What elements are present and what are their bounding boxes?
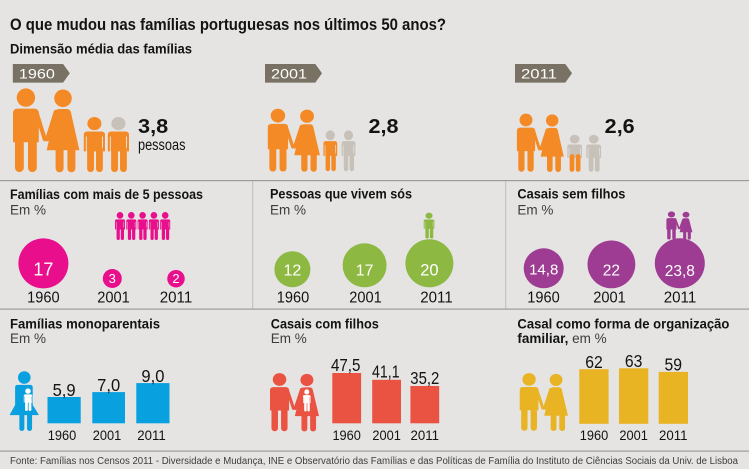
svg-text:Famílias com mais de 5 pessoas: Famílias com mais de 5 pessoas: [10, 187, 203, 202]
svg-text:14,8: 14,8: [529, 262, 558, 279]
svg-text:1960: 1960: [332, 427, 361, 443]
svg-text:2001: 2001: [97, 289, 130, 306]
svg-text:Em %: Em %: [270, 202, 306, 217]
svg-text:2011: 2011: [659, 427, 688, 443]
svg-text:2011: 2011: [664, 289, 697, 306]
svg-text:2: 2: [172, 271, 179, 286]
svg-text:Fonte: Famílias nos Censos 201: Fonte: Famílias nos Censos 2011 - Divers…: [10, 456, 739, 467]
svg-text:Em %: Em %: [517, 202, 553, 217]
svg-text:1960: 1960: [527, 289, 560, 306]
svg-text:41,1: 41,1: [372, 362, 400, 382]
svg-text:2011: 2011: [137, 427, 166, 443]
svg-text:2011: 2011: [160, 289, 193, 306]
svg-text:2011: 2011: [521, 66, 557, 82]
svg-text:2001: 2001: [271, 66, 307, 82]
svg-text:62: 62: [585, 352, 603, 372]
svg-text:Famílias monoparentais: Famílias monoparentais: [10, 317, 160, 332]
svg-text:5,9: 5,9: [53, 380, 76, 400]
svg-text:Casais com filhos: Casais com filhos: [271, 317, 379, 332]
svg-text:1960: 1960: [27, 289, 60, 306]
svg-text:2,8: 2,8: [369, 115, 399, 138]
svg-text:17: 17: [356, 262, 374, 279]
svg-text:1960: 1960: [277, 289, 310, 306]
svg-text:23,8: 23,8: [665, 263, 695, 280]
svg-text:Pessoas que vivem sós: Pessoas que vivem sós: [270, 187, 412, 202]
svg-text:3: 3: [109, 271, 116, 286]
svg-text:22: 22: [603, 262, 620, 279]
svg-text:Em %: Em %: [10, 202, 46, 217]
svg-text:pessoas: pessoas: [138, 137, 186, 154]
svg-text:12: 12: [284, 263, 302, 280]
svg-text:20: 20: [420, 261, 438, 279]
svg-text:2001: 2001: [349, 289, 382, 306]
svg-text:1960: 1960: [580, 427, 609, 443]
svg-text:1960: 1960: [19, 66, 55, 82]
svg-text:63: 63: [625, 351, 643, 371]
svg-text:59: 59: [665, 355, 683, 375]
svg-text:Em %: Em %: [10, 331, 46, 346]
svg-text:2001: 2001: [593, 289, 626, 306]
svg-text:2011: 2011: [411, 427, 440, 443]
svg-text:2001: 2001: [619, 427, 648, 443]
svg-text:2001: 2001: [93, 427, 122, 443]
svg-text:2011: 2011: [420, 289, 453, 306]
svg-text:Casal como forma de organizaçã: Casal como forma de organização: [517, 317, 729, 332]
svg-text:17: 17: [33, 259, 53, 279]
svg-text:O que mudou nas famílias portu: O que mudou nas famílias portuguesas nos…: [10, 16, 446, 34]
svg-text:Dimensão média das famílias: Dimensão média das famílias: [10, 42, 192, 57]
svg-text:2001: 2001: [372, 427, 401, 443]
svg-text:1960: 1960: [48, 427, 77, 443]
svg-text:2,6: 2,6: [605, 115, 635, 138]
svg-text:47,5: 47,5: [331, 355, 361, 375]
svg-text:35,2: 35,2: [410, 368, 439, 388]
svg-text:3,8: 3,8: [138, 115, 168, 138]
svg-text:familiar, em %: familiar, em %: [517, 331, 606, 346]
svg-text:Casais sem filhos: Casais sem filhos: [517, 187, 625, 202]
svg-text:7,0: 7,0: [97, 375, 120, 395]
svg-text:9,0: 9,0: [141, 366, 164, 386]
svg-text:Em %: Em %: [271, 331, 307, 346]
